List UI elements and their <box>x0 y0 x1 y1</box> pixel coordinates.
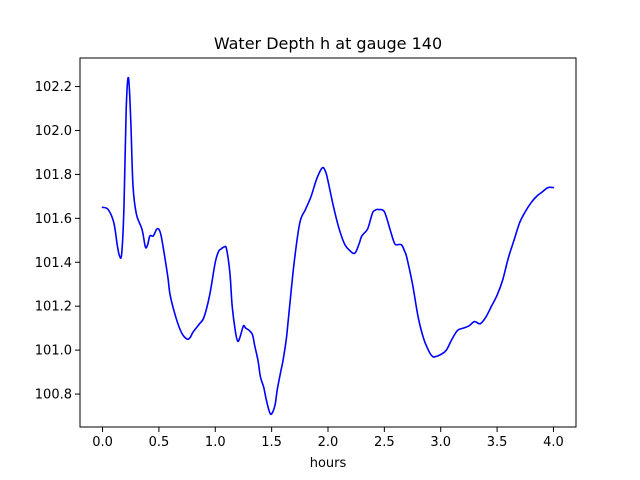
series-layer <box>101 76 555 416</box>
x-tick-label: 2.0 <box>318 435 339 450</box>
x-tick-label: 1.0 <box>205 435 226 450</box>
x-axis: 0.0 0.5 1.0 1.5 2.0 2.5 3.0 3.5 4.0 <box>92 427 564 450</box>
x-tick-label: 1.5 <box>261 435 282 450</box>
x-tick-label: 2.5 <box>374 435 395 450</box>
series-line <box>101 76 555 416</box>
y-tick-label: 101.2 <box>35 300 72 315</box>
x-tick-label: 3.0 <box>430 435 451 450</box>
x-tick-label: 0.5 <box>149 435 170 450</box>
chart-title: Water Depth h at gauge 140 <box>214 34 442 53</box>
x-tick-label: 0.0 <box>92 435 113 450</box>
x-axis-label: hours <box>310 456 347 471</box>
y-tick-label: 101.0 <box>35 344 72 359</box>
y-tick-label: 101.6 <box>35 212 72 227</box>
x-tick-label: 3.5 <box>487 435 508 450</box>
y-axis: 100.8 101.0 101.2 101.4 101.6 101.8 102.0 102.2 <box>35 80 80 403</box>
y-tick-label: 100.8 <box>35 388 72 403</box>
x-tick-label: 4.0 <box>543 435 564 450</box>
y-tick-label: 102.2 <box>35 80 72 95</box>
y-tick-label: 101.8 <box>35 168 72 183</box>
y-tick-label: 102.0 <box>35 124 72 139</box>
y-tick-label: 101.4 <box>35 256 72 271</box>
